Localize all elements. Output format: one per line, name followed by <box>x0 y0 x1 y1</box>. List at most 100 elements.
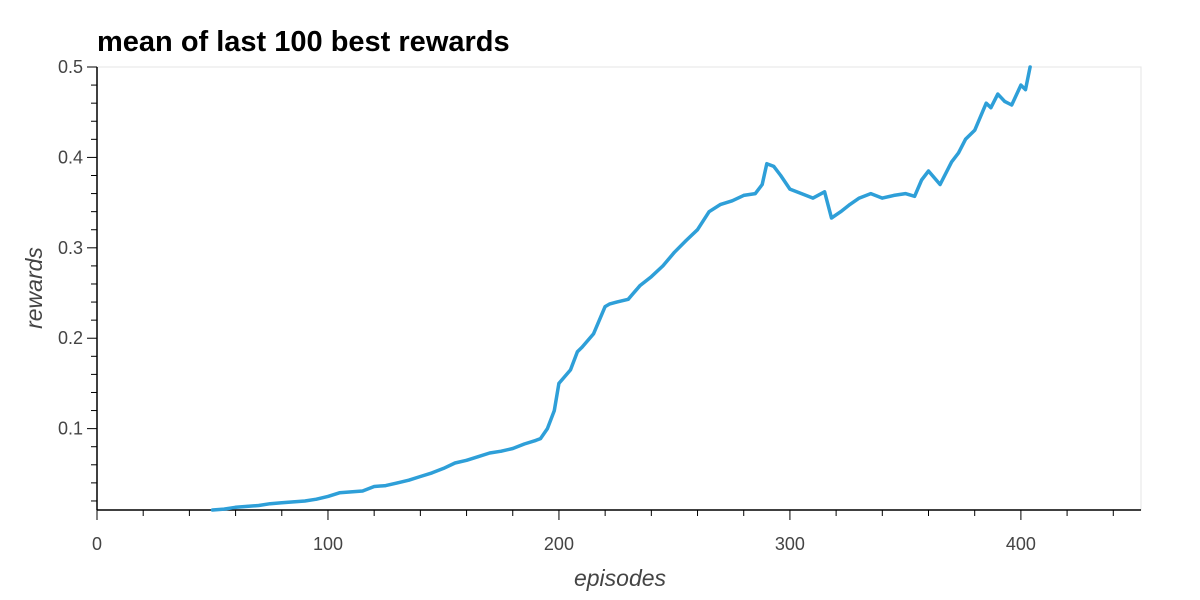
series-point <box>742 193 746 197</box>
series-point <box>338 491 341 495</box>
series-point <box>649 275 653 279</box>
series-point <box>984 101 988 105</box>
series-point <box>1010 103 1014 107</box>
series-point <box>913 194 917 198</box>
series-point <box>615 300 619 304</box>
series-point <box>1019 83 1023 87</box>
series-point <box>557 381 561 385</box>
series-point <box>372 485 376 488</box>
series-point <box>830 216 833 220</box>
series-point <box>1024 88 1027 92</box>
series-point <box>569 368 572 372</box>
series-point <box>973 128 977 132</box>
series-point <box>626 297 630 301</box>
series-point <box>638 284 642 288</box>
series-point <box>989 106 993 110</box>
series-point <box>996 92 1000 96</box>
x-tick-label: 400 <box>1006 534 1036 554</box>
x-tick-label: 200 <box>544 534 574 554</box>
x-tick-label: 0 <box>92 534 102 554</box>
series-point <box>384 484 388 488</box>
y-tick-label: 0.1 <box>58 419 83 439</box>
series-point <box>719 202 723 206</box>
series-point <box>476 455 480 459</box>
series-point <box>499 449 503 453</box>
series-point <box>407 478 411 482</box>
series-point <box>430 471 434 475</box>
y-tick-label: 0.4 <box>58 147 83 167</box>
series-point <box>848 202 852 206</box>
series-point <box>291 500 295 504</box>
series-point <box>927 169 930 173</box>
series-point <box>603 305 607 309</box>
series-point <box>257 504 261 507</box>
series-point <box>234 505 238 509</box>
series-point <box>800 192 803 196</box>
series-point <box>552 409 556 413</box>
series-point <box>453 461 457 465</box>
series-point <box>326 494 330 498</box>
series-point <box>465 458 469 462</box>
y-tick-label: 0.2 <box>58 328 83 348</box>
series-point <box>608 302 612 306</box>
series-point <box>211 508 214 512</box>
series-point <box>707 210 711 214</box>
series-point <box>957 151 960 155</box>
series-point <box>361 489 365 493</box>
series-line <box>210 65 1032 512</box>
series-point <box>672 250 676 254</box>
series-point <box>418 475 422 478</box>
series-point <box>920 178 924 182</box>
series-point <box>575 350 579 354</box>
series-point <box>696 228 699 232</box>
series-point <box>903 192 907 196</box>
series-point <box>880 196 884 200</box>
series-point <box>349 490 353 494</box>
y-tick-label: 0.5 <box>58 57 83 77</box>
x-tick-label: 100 <box>313 534 343 554</box>
y-axis: 0.1 0.2 0.3 0.4 0.5 <box>58 57 98 510</box>
series-point <box>938 183 942 186</box>
series-point <box>222 507 226 511</box>
series-point <box>892 193 896 197</box>
series-point <box>1028 65 1032 69</box>
series-point <box>950 160 954 164</box>
x-tick-label: 300 <box>775 534 805 554</box>
series-point <box>245 504 249 508</box>
series-point <box>268 502 272 506</box>
series-point <box>314 497 318 501</box>
series-point <box>772 164 776 168</box>
x-axis: 0 100 200 300 400 <box>92 509 1141 554</box>
series-point <box>661 264 665 268</box>
series-point <box>592 332 596 336</box>
series-point <box>303 499 307 503</box>
series-point <box>839 210 843 214</box>
series-point <box>869 192 873 196</box>
x-axis-label: episodes <box>574 565 667 591</box>
series-point <box>823 190 827 194</box>
chart-title: mean of last 100 best rewards <box>97 26 510 58</box>
series-point <box>580 345 584 349</box>
series-point <box>488 451 492 455</box>
series-point <box>395 481 399 485</box>
series-point <box>811 196 815 200</box>
series-point <box>522 442 526 446</box>
series-point <box>753 192 757 196</box>
series-point <box>1003 99 1007 103</box>
series-point <box>788 187 792 191</box>
series-point <box>511 447 515 450</box>
series-point <box>730 199 734 203</box>
series-point <box>760 183 764 186</box>
series-point <box>779 174 783 177</box>
series-point <box>280 501 284 505</box>
series-point <box>534 438 538 442</box>
series-point <box>539 437 542 441</box>
series-point <box>765 162 769 166</box>
series-layer <box>210 65 1032 512</box>
series-point <box>684 239 688 243</box>
y-axis-label: rewards <box>21 247 47 329</box>
series-point <box>442 466 445 470</box>
y-tick-label: 0.3 <box>58 238 83 258</box>
